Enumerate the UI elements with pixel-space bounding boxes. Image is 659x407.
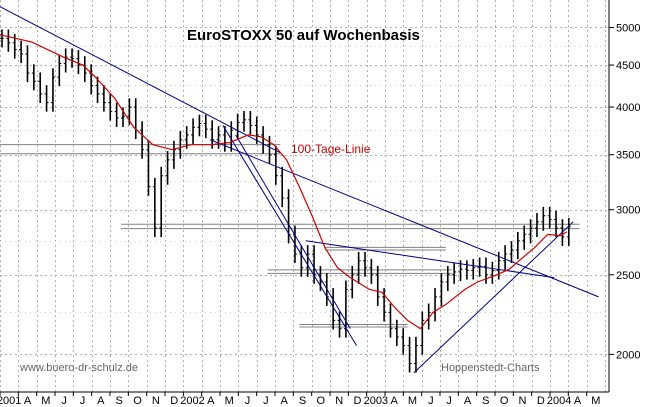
ma-line	[0, 34, 568, 330]
y-tick-label: 5000	[616, 22, 640, 34]
x-tick-label: A	[574, 395, 582, 407]
trend-lines	[0, 6, 599, 374]
x-tick-label: M	[225, 395, 234, 407]
chart-title: EuroSTOXX 50 auf Wochenbasis	[187, 27, 420, 44]
price-bars	[0, 29, 571, 373]
x-tick-label: M	[591, 395, 600, 407]
y-tick-label: 3500	[616, 150, 640, 162]
ma-annotation: 100-Tage-Linie	[291, 142, 371, 156]
x-tick-label: J	[61, 395, 67, 407]
y-tick-label: 4500	[616, 60, 640, 72]
x-tick-label: 2003	[364, 395, 388, 407]
trend-line	[413, 221, 574, 374]
x-tick-label: M	[408, 395, 417, 407]
x-tick-label: S	[115, 395, 122, 407]
y-axis-ticks: 5000 4500 4000 3500 3000 2500 2000	[609, 22, 640, 361]
x-tick-label: S	[482, 395, 489, 407]
x-tick-label: J	[446, 395, 452, 407]
x-tick-label: J	[428, 395, 434, 407]
x-tick-label: O	[500, 395, 509, 407]
trend-line	[209, 139, 599, 298]
y-tick-label: 2500	[616, 270, 640, 282]
grid-lines	[0, 0, 609, 392]
horizontal-levels	[0, 144, 580, 328]
x-axis-ticks: 2001AMJJASOND2002AMJJASOND2003AMJJASOND2…	[0, 392, 600, 407]
axes	[0, 0, 610, 393]
x-tick-label: A	[24, 395, 32, 407]
x-tick-label: N	[152, 395, 160, 407]
x-tick-label: D	[354, 395, 362, 407]
x-tick-label: J	[80, 395, 86, 407]
x-tick-label: N	[519, 395, 527, 407]
moving-average	[0, 34, 568, 330]
x-tick-label: D	[170, 395, 178, 407]
x-tick-label: 2004	[547, 395, 571, 407]
trend-line	[222, 125, 358, 346]
trend-line	[0, 6, 281, 154]
x-tick-label: S	[299, 395, 306, 407]
x-tick-label: J	[245, 395, 251, 407]
x-tick-label: 2002	[180, 395, 204, 407]
x-tick-label: A	[390, 395, 398, 407]
footer-right-text: Hoppenstedt-Charts	[441, 362, 540, 374]
x-tick-label: O	[317, 395, 326, 407]
x-tick-label: M	[41, 395, 50, 407]
x-tick-label: D	[537, 395, 545, 407]
x-tick-label: 2001	[0, 395, 21, 407]
y-tick-label: 2000	[616, 349, 640, 361]
y-tick-label: 3000	[616, 205, 640, 217]
trend-line	[305, 240, 555, 279]
footer-left-text: www.buero-dr-schulz.de	[19, 362, 138, 374]
y-tick-label: 4000	[616, 102, 640, 114]
x-tick-label: A	[280, 395, 288, 407]
x-tick-label: A	[97, 395, 105, 407]
x-tick-label: A	[207, 395, 215, 407]
x-tick-label: A	[464, 395, 472, 407]
x-tick-label: N	[335, 395, 343, 407]
x-tick-label: O	[133, 395, 142, 407]
x-tick-label: J	[263, 395, 269, 407]
trend-line	[235, 134, 351, 329]
